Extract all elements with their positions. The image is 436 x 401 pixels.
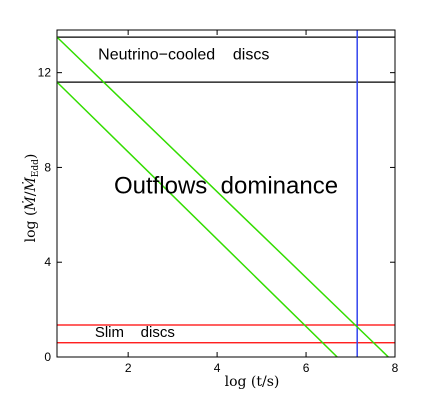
axes-ticks: 2 4 6 8 0 4 8 12 Neutrino−cooled discs Outflows d… (38, 30, 399, 375)
x-tick-label: 6 (303, 361, 310, 375)
x-axis-label: log (t/s) (225, 374, 280, 390)
x-tick-label: 8 (392, 361, 399, 375)
x-tick-label: 2 (125, 361, 132, 375)
series-line-1 (57, 81, 338, 357)
plot-frame (56, 29, 396, 358)
region-label-2: Slim discs (95, 324, 175, 341)
region-label-1: Outflows dominance (114, 173, 338, 200)
series-line-0 (57, 36, 389, 357)
y-axis-label: log (Ṁ/ṀEdd) (21, 154, 41, 243)
y-tick-label: 4 (44, 255, 51, 269)
y-tick-label: 8 (44, 160, 51, 174)
plot-area (57, 30, 395, 357)
region-label-0: Neutrino−cooled discs (98, 47, 269, 64)
x-tick-label: 4 (214, 361, 221, 375)
y-tick-label: 12 (38, 66, 52, 80)
y-tick-label: 0 (44, 350, 51, 364)
